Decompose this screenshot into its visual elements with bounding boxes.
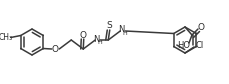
Text: N: N: [93, 35, 99, 44]
Text: H: H: [97, 40, 102, 45]
Text: H: H: [122, 31, 127, 36]
Text: O: O: [197, 23, 204, 32]
Text: Cl: Cl: [195, 40, 203, 49]
Text: HO: HO: [177, 41, 190, 50]
Text: N: N: [117, 26, 124, 35]
Text: O: O: [79, 30, 86, 39]
Text: CH₃: CH₃: [0, 34, 13, 43]
Text: S: S: [105, 22, 111, 30]
Text: O: O: [52, 45, 58, 54]
